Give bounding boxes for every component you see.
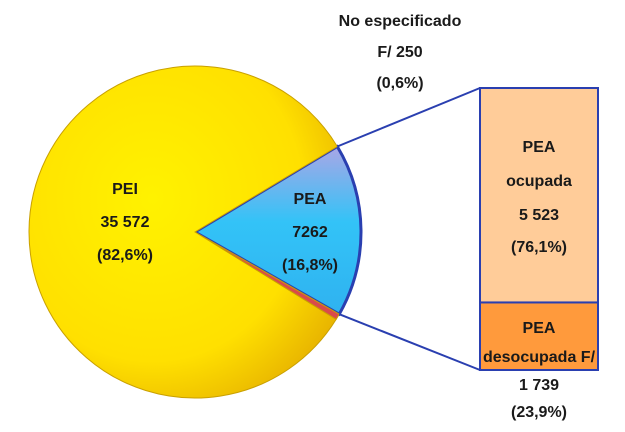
category-label: PEA <box>294 191 327 208</box>
pie-slice <box>28 65 338 399</box>
category-label: PEI <box>112 181 138 198</box>
percent-label: (76,1%) <box>511 239 567 256</box>
pie-slice <box>192 144 363 317</box>
category-label: PEA desocupada F/ <box>483 320 596 366</box>
bar-segment <box>479 301 599 371</box>
category-label: PEA ocupada <box>506 139 572 190</box>
category-label: No especificado <box>339 13 462 30</box>
connector <box>336 87 481 148</box>
value-label: F/ 250 <box>377 44 422 61</box>
percent-label: (0,6%) <box>376 75 423 92</box>
value-label: 35 572 <box>101 214 150 231</box>
percent-label: (23,9%) <box>511 404 567 421</box>
percent-label: (16,8%) <box>282 257 338 274</box>
percent-label: (82,6%) <box>97 247 153 264</box>
connector <box>338 313 481 371</box>
bar-segment <box>479 87 599 304</box>
value-label: 5 523 <box>519 207 559 224</box>
value-label: 1 739 <box>519 377 559 394</box>
value-label: 7262 <box>292 224 328 241</box>
